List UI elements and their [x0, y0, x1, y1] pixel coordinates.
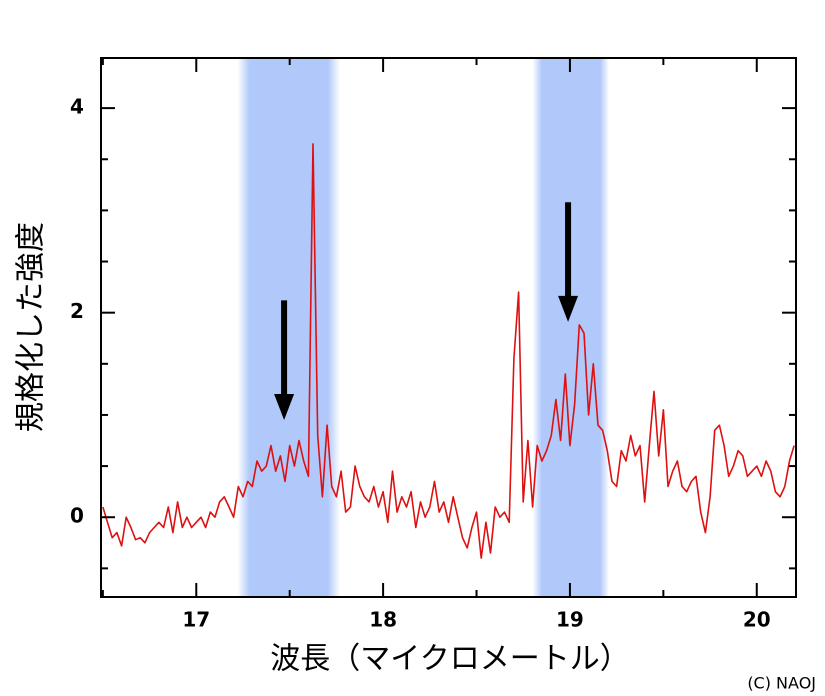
x-tick-label: 17: [182, 608, 210, 632]
x-tick-label: 20: [743, 608, 771, 632]
y-tick-label: 2: [70, 299, 84, 323]
plot-frame: [100, 57, 797, 598]
y-tick-label: 4: [70, 95, 84, 119]
credit: (C) NAOJ: [747, 674, 816, 693]
x-axis-label: 波長（マイクロメートル）: [270, 642, 629, 677]
x-tick-label: 19: [556, 608, 584, 632]
arrow-head: [558, 295, 579, 322]
band: [237, 58, 341, 597]
data-line: [102, 143, 795, 559]
plot: [102, 143, 795, 559]
band: [532, 58, 610, 597]
y-tick-label: 0: [70, 504, 84, 528]
x-tick-label: 18: [369, 608, 397, 632]
arrow: [274, 300, 295, 421]
arrow-head: [274, 394, 295, 421]
arrow: [558, 202, 579, 322]
y-axis-label: 規格化した強度: [14, 222, 49, 432]
bands: [237, 58, 610, 597]
